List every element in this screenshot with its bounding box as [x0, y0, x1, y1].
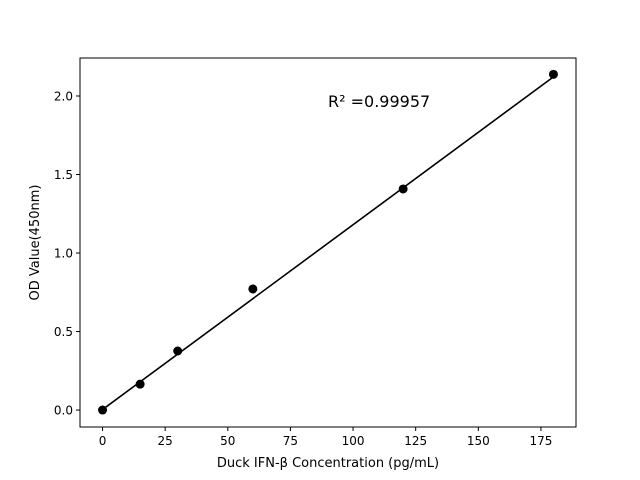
fit-line: [102, 76, 554, 411]
x-axis-ticks: 0 25 50 75 100 125 150 175: [99, 427, 552, 448]
y-tick-label: 1.5: [54, 168, 73, 182]
y-tick-label: 1.0: [54, 247, 73, 261]
data-point: [398, 184, 408, 194]
x-tick-label: 75: [283, 434, 298, 448]
y-axis-ticks: 0.0 0.5 1.0 1.5 2.0: [54, 89, 80, 418]
r-squared-annotation: R² =0.99957: [328, 92, 430, 111]
y-tick-label: 2.0: [54, 89, 73, 103]
data-point: [135, 379, 145, 389]
data-point: [173, 346, 183, 356]
y-axis-label: OD Value(450nm): [28, 185, 43, 301]
y-tick-label: 0.0: [54, 404, 73, 418]
x-tick-label: 175: [529, 434, 552, 448]
data-point: [248, 284, 258, 294]
data-point: [548, 69, 558, 79]
x-tick-label: 25: [158, 434, 173, 448]
x-tick-label: 50: [220, 434, 235, 448]
data-point: [98, 405, 108, 415]
y-tick-label: 0.5: [54, 325, 73, 339]
x-tick-label: 125: [404, 434, 427, 448]
x-tick-label: 150: [467, 434, 490, 448]
plot-marks: [98, 69, 558, 415]
x-tick-label: 100: [342, 434, 365, 448]
x-axis-label: Duck IFN-β Concentration (pg/mL): [217, 456, 439, 471]
plot-frame: [79, 57, 577, 428]
x-tick-label: 0: [99, 434, 107, 448]
